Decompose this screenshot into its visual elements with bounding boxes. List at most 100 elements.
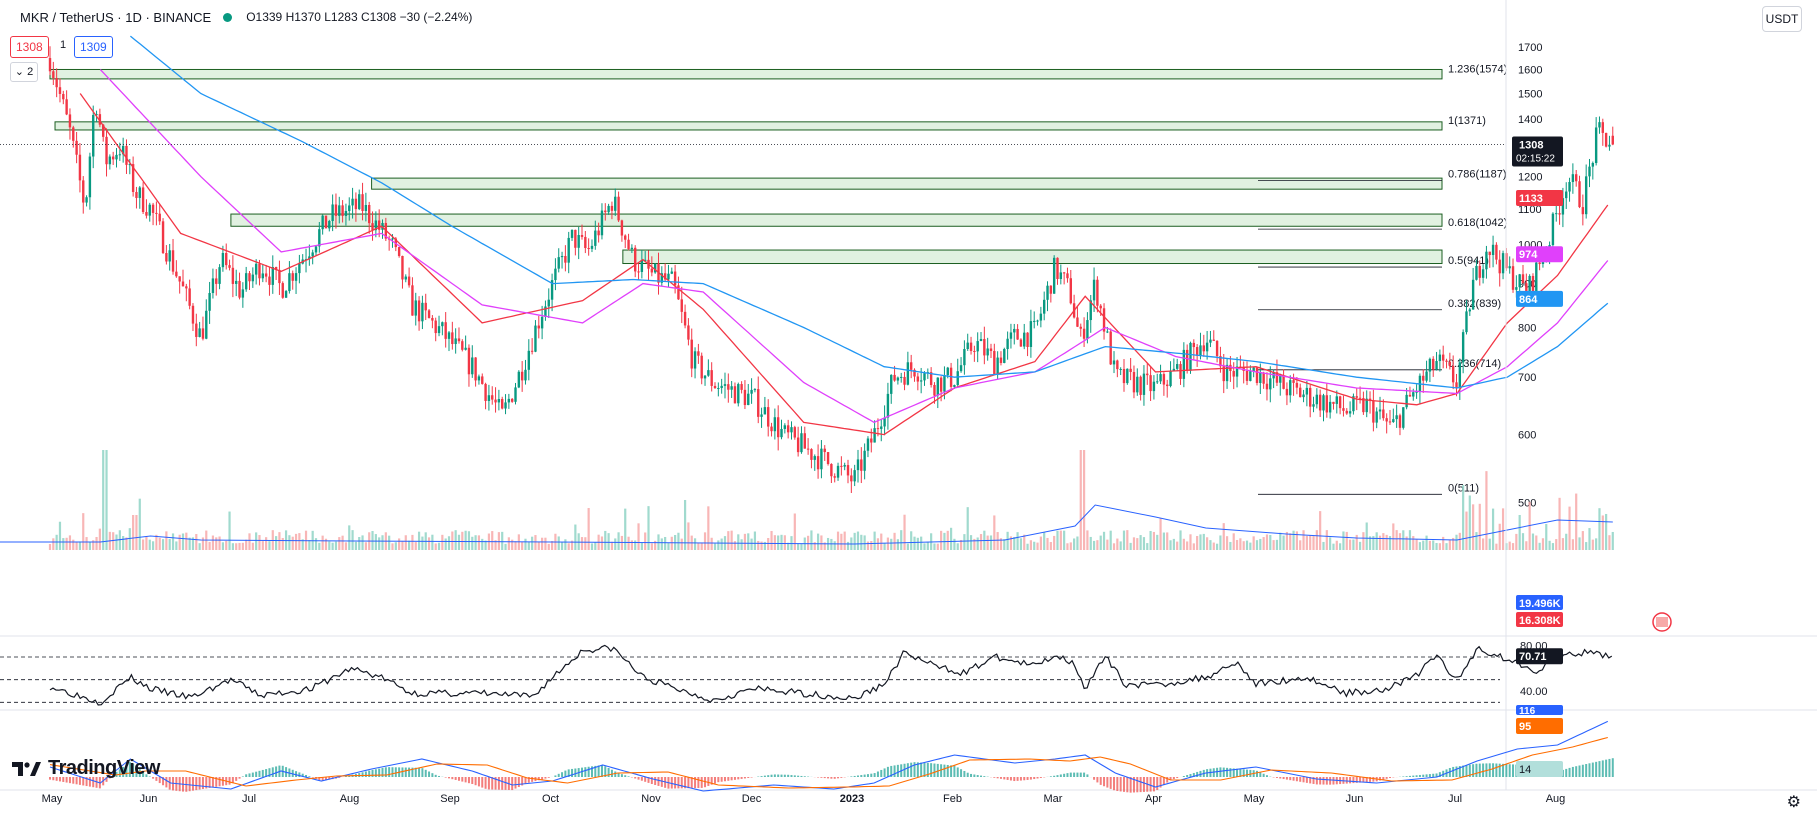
candle-body <box>1412 392 1415 397</box>
volume-bar <box>1478 503 1481 550</box>
macd-hist-bar <box>561 772 564 777</box>
candle-body <box>1159 374 1162 382</box>
candle <box>1611 126 1614 146</box>
macd-hist-bar <box>105 777 108 782</box>
price-axis-tick: 1200 <box>1518 172 1542 184</box>
candle-body <box>491 395 494 400</box>
volume-bar <box>394 542 397 550</box>
volume-bar <box>900 530 903 550</box>
candle <box>72 125 75 148</box>
volume-bar <box>910 531 913 550</box>
candle <box>108 154 112 170</box>
volume-bar <box>1319 511 1322 550</box>
macd-hist-bar <box>627 776 630 777</box>
macd-hist-bar <box>1289 777 1292 781</box>
candle <box>1076 305 1079 328</box>
volume-bar <box>760 541 763 550</box>
macd-hist-bar <box>1053 775 1056 777</box>
buy-button[interactable]: 1309 <box>74 36 113 58</box>
volume-bar <box>1378 535 1382 550</box>
candle <box>441 321 444 336</box>
macd-hist-bar <box>1611 758 1614 777</box>
macd-hist-bar <box>1103 777 1106 787</box>
candle-body <box>1528 275 1531 296</box>
indicator-toggle[interactable]: ⌄ 2 <box>10 62 38 82</box>
time-axis-label: Apr <box>1145 793 1162 805</box>
candle <box>1269 366 1272 403</box>
volume-bar <box>1358 541 1362 550</box>
macd-hist-bar <box>880 769 883 777</box>
macd-line <box>49 720 1609 792</box>
candle-body <box>231 267 235 284</box>
macd-hist-bar <box>723 777 726 782</box>
macd-last-label: 116 <box>1519 706 1536 717</box>
symbol-title[interactable]: MKR / TetherUS · 1D · BINANCE <box>20 9 212 25</box>
candle-body <box>520 371 524 381</box>
candle-body <box>102 124 105 137</box>
currency-selector[interactable]: USDT <box>1762 6 1802 32</box>
volume-bar <box>570 540 574 550</box>
candle <box>374 211 378 238</box>
volume-bar <box>853 532 856 550</box>
macd-hist-bar <box>946 764 949 777</box>
volume-bar <box>115 534 118 550</box>
macd-hist-bar <box>1132 777 1135 793</box>
candle <box>713 382 717 389</box>
macd-hist-bar <box>1468 764 1471 777</box>
macd-hist-bar <box>1212 768 1215 777</box>
candle <box>461 339 464 352</box>
candle-body <box>594 230 597 246</box>
volume-bar <box>926 541 929 550</box>
macd-hist-bar <box>195 777 198 791</box>
volume-bar <box>1571 539 1574 550</box>
volume-bar <box>1565 533 1568 550</box>
candle-body <box>338 205 341 216</box>
macd-hist-bar <box>125 764 128 777</box>
macd-hist-bar <box>694 777 697 789</box>
candle-body <box>1162 374 1166 385</box>
candle-body <box>770 426 773 432</box>
candle-body <box>75 140 78 155</box>
candle-body <box>1428 358 1432 372</box>
candle <box>1039 306 1043 328</box>
volume-bar <box>1013 537 1016 550</box>
macd-hist-bar <box>524 777 527 784</box>
time-axis-label: Jul <box>242 793 256 805</box>
volume-bar <box>1362 532 1365 550</box>
candle-body <box>863 450 866 471</box>
candle <box>607 203 610 215</box>
last-price-label-bg <box>1512 136 1563 167</box>
volume-bar <box>1109 530 1112 550</box>
volume-bar <box>1212 542 1215 550</box>
macd-hist-bar <box>700 777 703 788</box>
candle-body <box>457 338 461 342</box>
volume-bar <box>1445 543 1448 550</box>
candle-body <box>1378 409 1382 412</box>
volume-bar <box>358 537 361 550</box>
candle <box>1461 329 1465 374</box>
candle <box>1152 375 1156 400</box>
candle-body <box>288 273 291 292</box>
macd-hist-bar <box>544 777 547 779</box>
candle <box>1215 340 1219 363</box>
candle-body <box>1598 122 1601 128</box>
macd-hist-bar <box>477 777 480 787</box>
volume-bar <box>1428 540 1431 550</box>
macd-hist-bar <box>913 762 916 777</box>
candle <box>564 245 567 272</box>
candle-body <box>703 375 707 379</box>
candle-body <box>933 384 936 396</box>
volume-bar <box>1279 532 1282 550</box>
volume-bar <box>1368 536 1372 550</box>
macd-hist-bar <box>378 768 381 777</box>
sell-button[interactable]: 1308 <box>10 36 49 58</box>
candle-body <box>976 341 979 352</box>
volume-bar <box>132 515 135 550</box>
macd-hist-bar <box>201 777 204 790</box>
candle-body <box>441 322 444 327</box>
candle-body <box>1601 122 1604 133</box>
candle-body <box>358 194 361 210</box>
macd-hist-bar <box>1332 777 1335 785</box>
volume-bar <box>584 537 587 550</box>
settings-gear-icon[interactable]: ⚙ <box>1786 794 1801 811</box>
